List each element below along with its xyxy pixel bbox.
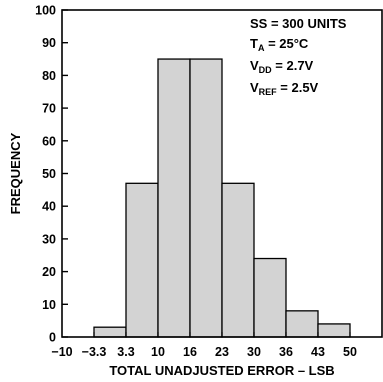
- y-tick-label: 30: [42, 232, 56, 246]
- x-tick-label: 23: [215, 345, 229, 359]
- bars-group: [93, 58, 351, 338]
- y-tick-label: 100: [35, 4, 56, 18]
- y-tick-label: 80: [42, 69, 56, 83]
- y-tick-label: 20: [42, 265, 56, 279]
- x-tick-label: 30: [247, 345, 261, 359]
- y-tick-label: 0: [49, 331, 56, 345]
- x-tick-label: 16: [183, 345, 197, 359]
- histogram-bar: [317, 323, 351, 338]
- y-tick-label: 10: [42, 298, 56, 312]
- annotation-block: SS = 300 UNITS TA = 25°C VDD = 2.7V VREF…: [250, 16, 347, 97]
- y-tick-label: 90: [42, 36, 56, 50]
- x-tick-label: 3.3: [117, 345, 134, 359]
- y-tick-label: 60: [42, 134, 56, 148]
- vdd-annotation: VDD = 2.7V: [250, 58, 314, 75]
- x-tick-label: −3.3: [82, 345, 107, 359]
- x-tick-label: 50: [343, 345, 357, 359]
- y-axis-title: FREQUENCY: [8, 132, 23, 214]
- histogram-bar: [285, 310, 319, 338]
- histogram-bar: [93, 326, 127, 338]
- x-axis: −10 −3.3 3.3 10 16 23 30 36 43 50: [51, 332, 357, 359]
- histogram-bar: [189, 58, 223, 338]
- x-axis-title: TOTAL UNADJUSTED ERROR – LSB: [109, 363, 334, 378]
- histogram-bar: [221, 182, 255, 338]
- x-tick-label: 43: [311, 345, 325, 359]
- y-axis: 0 10 20 30 40 50 60 70 80 90 100: [35, 4, 68, 345]
- histogram-bar: [157, 58, 191, 338]
- y-tick-label: 70: [42, 102, 56, 116]
- y-tick-label: 40: [42, 200, 56, 214]
- histogram-bar: [253, 257, 287, 338]
- x-tick-label: 36: [279, 345, 293, 359]
- y-tick-label: 50: [42, 167, 56, 181]
- x-tick-label: 10: [151, 345, 165, 359]
- vref-annotation: VREF = 2.5V: [250, 80, 319, 97]
- temperature-annotation: TA = 25°C: [250, 36, 309, 53]
- x-tick-label: −10: [51, 345, 72, 359]
- sample-size-annotation: SS = 300 UNITS: [250, 16, 347, 31]
- histogram-bar: [125, 182, 159, 338]
